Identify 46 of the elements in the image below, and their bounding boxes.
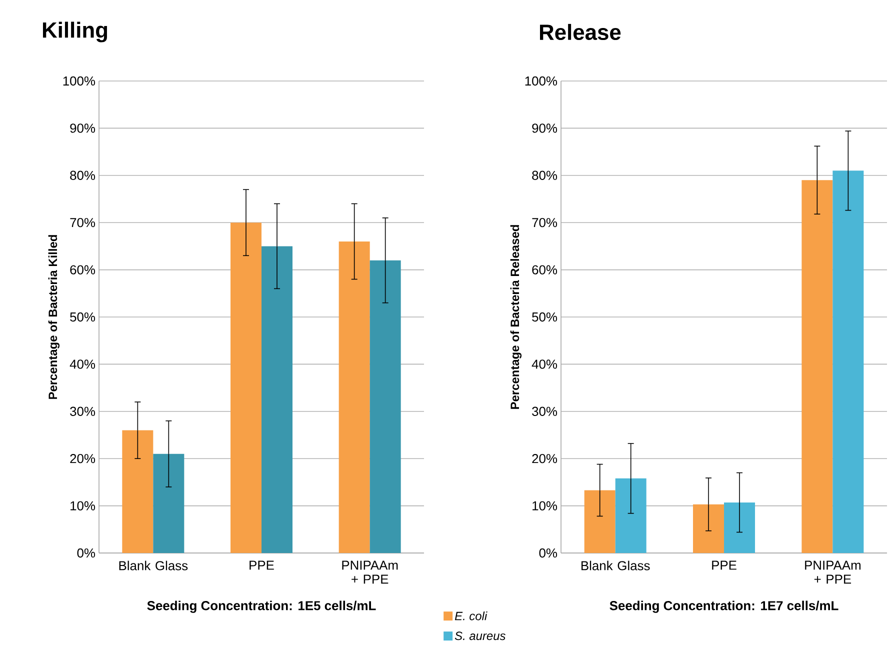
y-tick-label: 60% <box>70 265 96 274</box>
y-tick-label: 0% <box>77 548 96 558</box>
y-tick-label: 30% <box>70 406 96 416</box>
y-tick-label: 80% <box>70 170 96 180</box>
bar <box>338 241 370 553</box>
y-tick-label: 50% <box>532 312 558 322</box>
x-tick-label: PPE <box>712 560 736 570</box>
y-tick-label: 80% <box>532 170 558 180</box>
y-tick-label: 50% <box>70 312 96 322</box>
y-axis-title: Percentage of Bacteria Released <box>510 225 522 409</box>
bar <box>802 180 833 553</box>
x-axis-title: Seeding Concentration: 1E5 cells/mL <box>147 600 376 613</box>
bar <box>584 490 616 553</box>
y-tick-label: 90% <box>532 124 558 133</box>
x-axis-title: Seeding Concentration: 1E7 cells/mL <box>610 600 838 613</box>
chart-title: Release <box>540 24 621 40</box>
bar <box>262 246 293 553</box>
bar <box>230 222 262 553</box>
x-tick-label: PNIPAAm + PPE <box>805 560 860 584</box>
chart-title: Killing <box>42 22 108 42</box>
bar <box>122 430 154 553</box>
y-tick-label: 70% <box>532 218 558 228</box>
y-tick-label: 0% <box>539 548 558 558</box>
x-tick-label: PPE <box>250 560 274 570</box>
y-tick-label: 20% <box>532 454 558 464</box>
y-tick-label: 40% <box>70 360 96 369</box>
y-tick-label: 60% <box>532 265 558 274</box>
y-tick-label: 70% <box>70 218 96 228</box>
bar <box>370 260 401 553</box>
y-tick-label: 20% <box>70 454 96 464</box>
y-tick-label: 40% <box>532 360 558 369</box>
y-tick-label: 100% <box>63 76 96 86</box>
y-tick-label: 100% <box>525 76 558 86</box>
y-axis-title: Percentage of Bacteria Killed <box>48 235 60 399</box>
x-tick-label: PNIPAAm + PPE <box>342 560 398 584</box>
x-tick-label: Blank Glass <box>119 560 188 570</box>
legend-label: E. coli <box>454 611 488 620</box>
bar <box>832 170 864 553</box>
y-tick-label: 30% <box>532 406 558 416</box>
y-tick-label: 10% <box>70 501 96 510</box>
x-tick-label: Blank Glass <box>581 560 650 570</box>
y-tick-label: 10% <box>532 501 558 510</box>
y-tick-label: 90% <box>70 124 96 133</box>
bar <box>615 478 646 553</box>
bar <box>153 454 184 553</box>
legend-label: S. aureus <box>454 632 506 640</box>
